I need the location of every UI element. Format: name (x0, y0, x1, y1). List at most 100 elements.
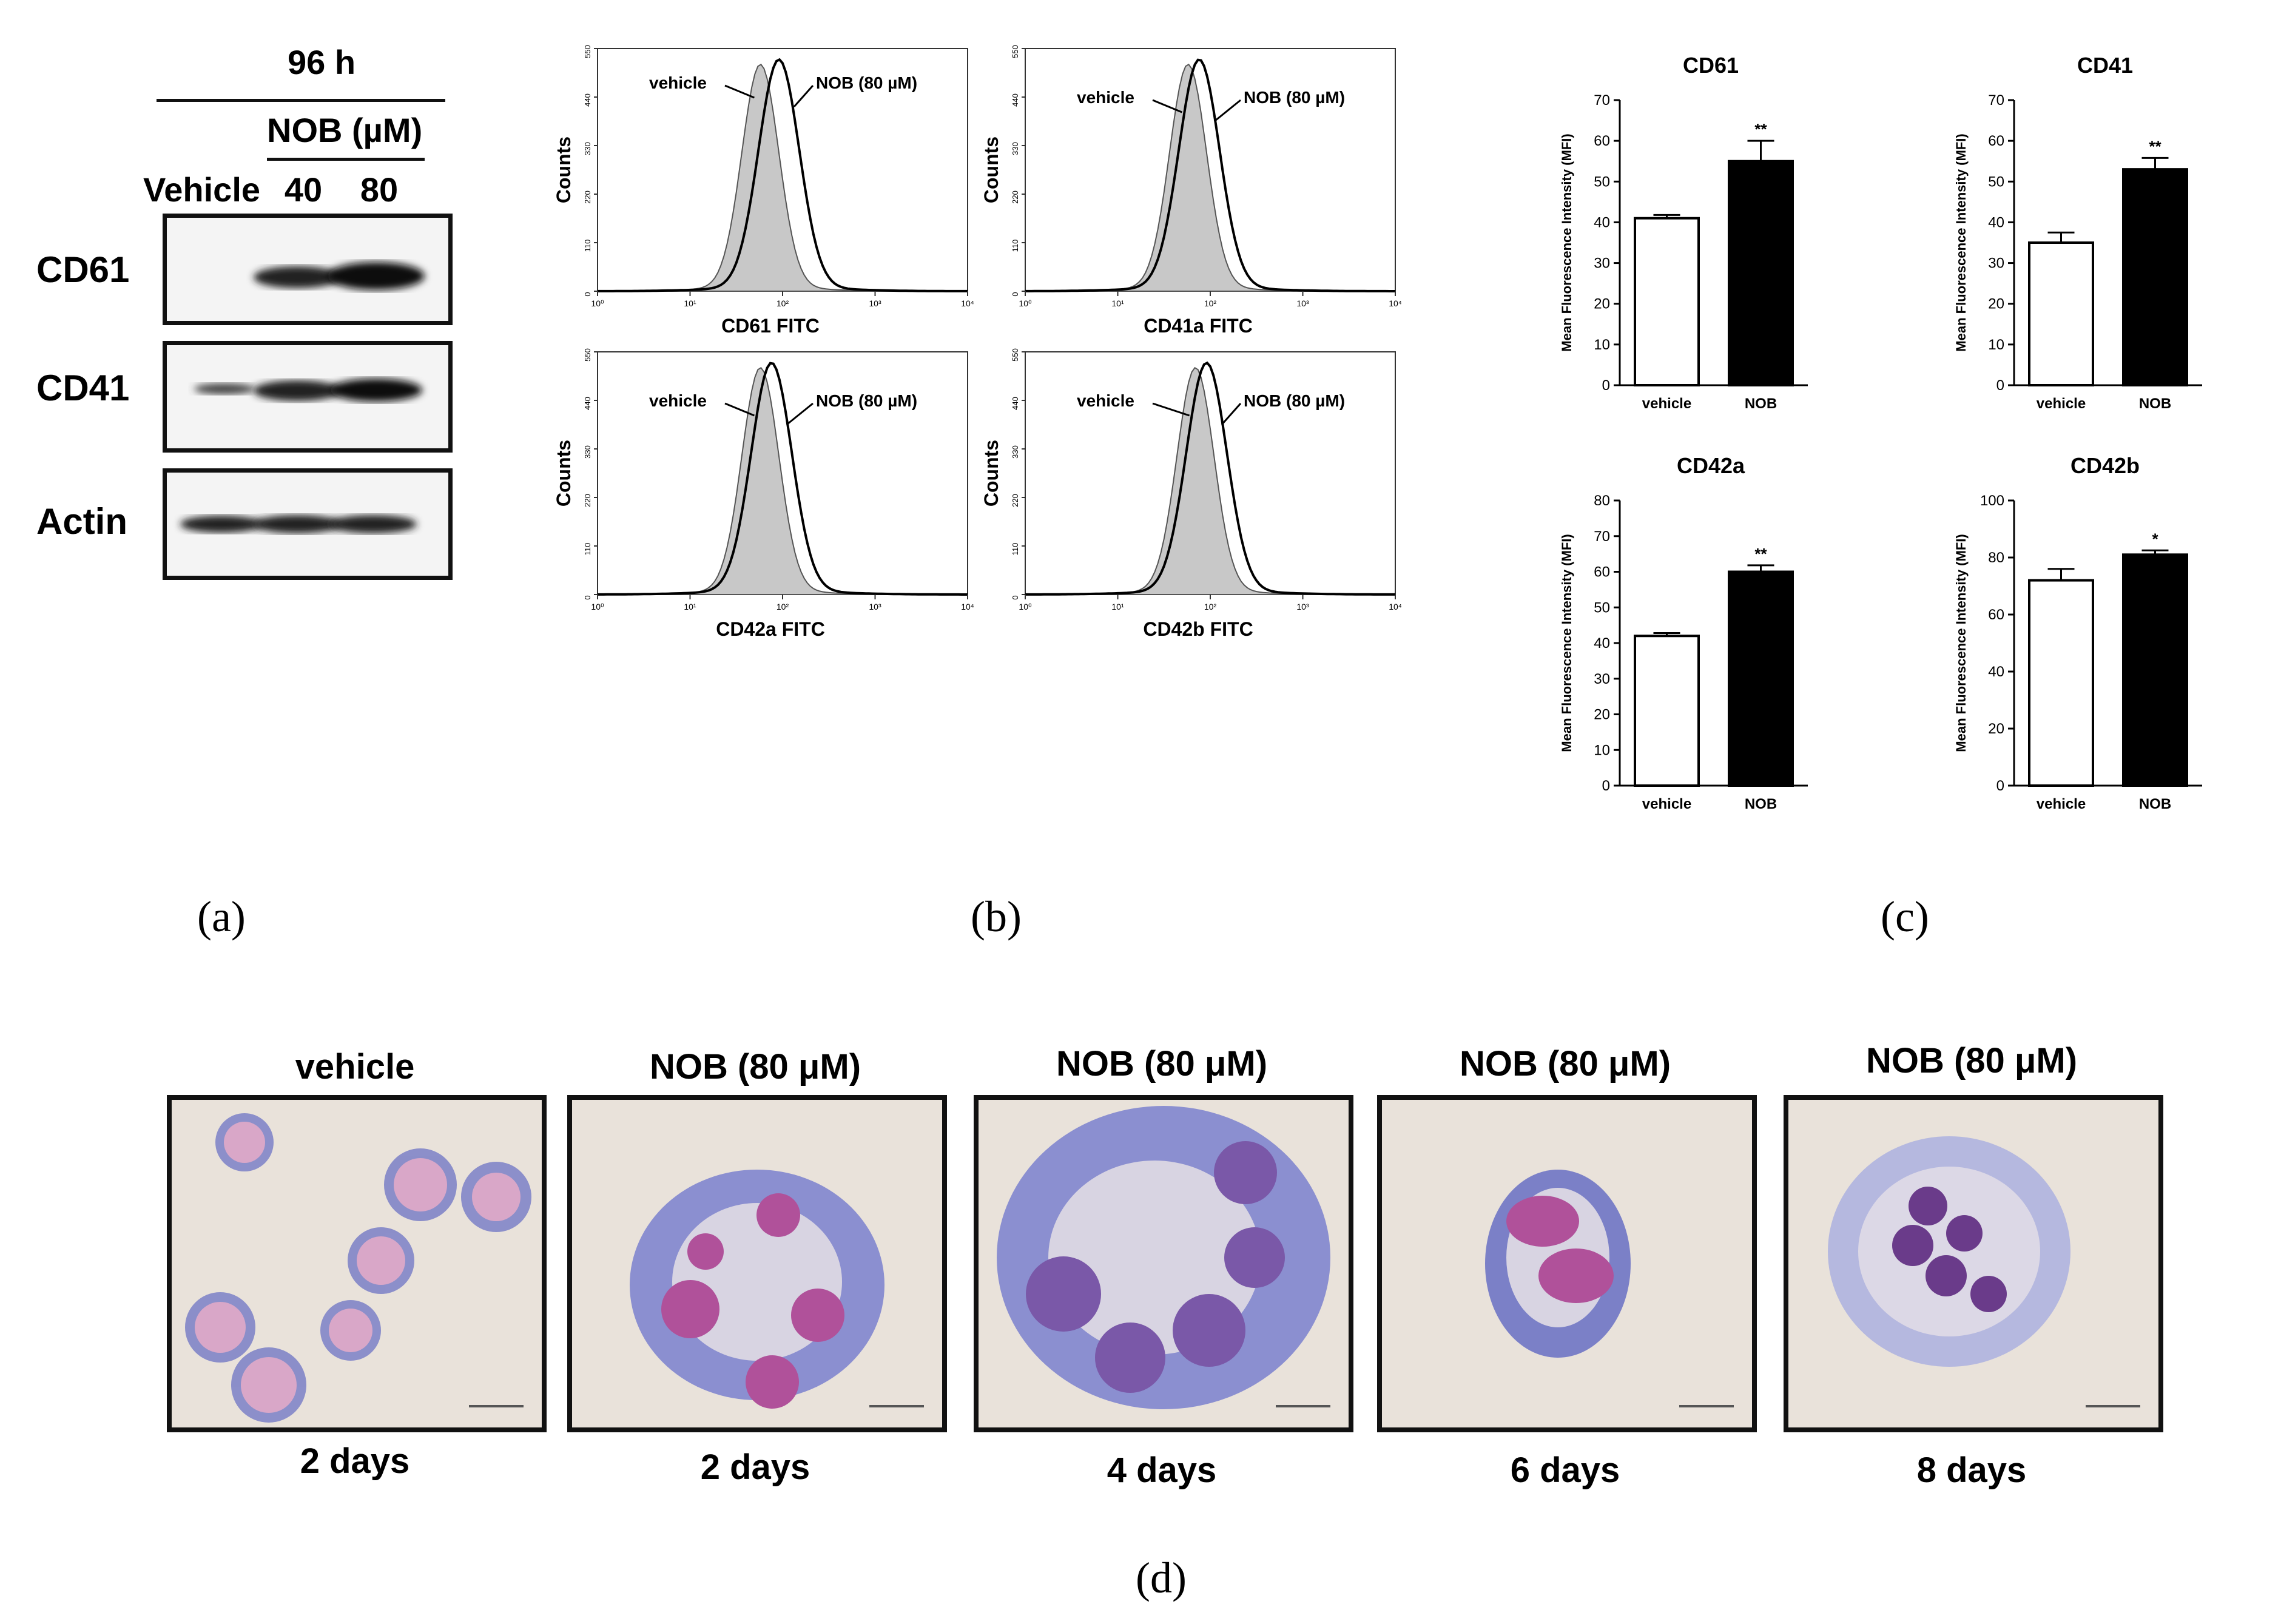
y-tick-label: 30 (1594, 255, 1610, 272)
y-axis-label: Counts (980, 136, 1002, 203)
y-tick-label: 20 (1594, 707, 1610, 723)
x-tick-label: 10⁴ (1389, 298, 1402, 308)
x-tick-label: 10³ (1296, 298, 1309, 308)
x-tick-label: 10⁰ (591, 298, 604, 308)
nob-label: NOB (80 µM) (1244, 391, 1345, 410)
panel-label-b: (b) (971, 892, 1022, 941)
y-tick-label: 50 (1594, 599, 1610, 616)
bar-vehicle (1634, 217, 1700, 386)
micrograph-title-5: NOB (80 μM) (1865, 1041, 2078, 1080)
y-tick-label: 40 (1594, 214, 1610, 231)
flow-histogram-1: 0 110 220 330 440 550 10⁰ 10¹ 10² 10³ 10⁴ Counts CD6… (553, 45, 974, 337)
x-tick-label: vehicle (1642, 796, 1691, 812)
y-tick-label: 330 (1011, 445, 1020, 459)
band-actin-vehicle (180, 516, 263, 533)
band-cd61-40 (254, 266, 341, 288)
x-tick-label: vehicle (2037, 796, 2086, 812)
x-tick-label: 10¹ (684, 602, 696, 612)
y-tick-label: 0 (1011, 595, 1020, 599)
x-tick-label: 10² (777, 298, 789, 308)
x-tick-label: NOB (1745, 396, 1777, 412)
x-axis-label: CD42a FITC (716, 618, 825, 640)
time-label: 96 h (287, 43, 356, 81)
y-tick-label: 60 (1594, 564, 1610, 581)
row-label-cd41: CD41 (36, 368, 130, 408)
panel-b-flow-histograms: 0 110 220 330 440 550 10⁰ 10¹ 10² 10³ 10⁴ Counts CD6… (553, 45, 1402, 640)
y-tick-label: 40 (1988, 664, 2004, 680)
y-tick-label: 80 (1988, 550, 2004, 566)
nob-arrow (1213, 99, 1241, 123)
micrograph-1 (167, 1095, 547, 1432)
blot-cd61-bands (254, 262, 425, 290)
nob-histogram (1025, 58, 1395, 292)
flow-histogram-2: 0 110 220 330 440 550 10⁰ 10¹ 10² 10³ 10⁴ Counts CD4… (980, 45, 1402, 337)
y-tick-label: 330 (583, 142, 592, 155)
row-label-actin: Actin (36, 501, 127, 542)
y-axis-label: Counts (553, 440, 574, 507)
y-tick-label: 80 (1594, 493, 1610, 509)
y-tick-label: 220 (1011, 494, 1020, 507)
y-tick-label: 70 (1594, 92, 1610, 109)
y-tick-label: 0 (1996, 778, 2004, 794)
y-tick-label: 440 (583, 93, 592, 107)
x-axis-label: CD61 FITC (721, 315, 820, 337)
lane-label-80: 80 (360, 170, 399, 209)
y-tick-label: 330 (583, 445, 592, 459)
bar-NOB (2122, 553, 2188, 787)
micrograph-5-cells (1828, 1136, 2140, 1407)
vehicle-label: vehicle (649, 391, 707, 410)
y-tick-label: 100 (1980, 493, 2004, 509)
vehicle-arrow (724, 402, 755, 417)
y-tick-label: 550 (583, 348, 592, 362)
nob-histogram (1025, 361, 1395, 596)
vehicle-label: vehicle (1077, 88, 1134, 107)
micrograph-caption-1: 2 days (300, 1441, 410, 1481)
y-tick-label: 110 (1011, 543, 1020, 556)
y-tick-label: 60 (1988, 133, 2004, 149)
y-axis-label: Mean Fluorescence Intensity (MFI) (1559, 133, 1574, 351)
blot-cd41 (163, 341, 453, 453)
y-tick-label: 110 (1011, 240, 1020, 252)
treatment-label: NOB (µM) (267, 111, 423, 149)
y-tick-label: 40 (1988, 214, 2004, 231)
y-tick-label: 30 (1594, 671, 1610, 687)
y-tick-label: 0 (583, 292, 592, 296)
vehicle-arrow (724, 84, 755, 99)
panel-label-a: (a) (197, 892, 246, 941)
micrograph-4 (1377, 1095, 1757, 1432)
y-tick-label: 220 (583, 190, 592, 204)
panel-c-bar-charts: CD61 0 10 20 30 40 50 60 70 Mean Fluorescence Int… (1559, 53, 2202, 812)
micrograph-3 (974, 1095, 1353, 1432)
y-axis-label: Counts (980, 440, 1002, 507)
band-cd61-80 (328, 262, 425, 290)
chart-title: CD41 (2077, 53, 2133, 78)
x-tick-label: vehicle (1642, 396, 1691, 412)
y-tick-label: 440 (1011, 93, 1020, 107)
x-tick-label: 10⁴ (961, 298, 974, 308)
x-tick-label: 10¹ (684, 298, 696, 308)
blot-cd61 (163, 214, 453, 325)
y-tick-label: 50 (1988, 174, 2004, 190)
y-tick-label: 20 (1988, 296, 2004, 312)
band-cd41-vehicle (194, 383, 255, 394)
chart-title: CD61 (1683, 53, 1739, 78)
x-tick-label: 10² (1204, 602, 1217, 612)
y-axis-label: Mean Fluorescence Intensity (MFI) (1953, 534, 1969, 752)
y-tick-label: 220 (583, 494, 592, 507)
lane-label-40: 40 (284, 170, 323, 209)
panel-label-c: (c) (1881, 892, 1929, 941)
micrograph-caption-5: 8 days (1916, 1450, 2027, 1490)
x-axis-label: CD42b FITC (1143, 618, 1253, 640)
chart-title: CD42b (2070, 453, 2140, 478)
x-tick-label: NOB (2139, 796, 2171, 812)
nob-arrow (1221, 403, 1242, 425)
treatment-divider (267, 158, 425, 161)
time-divider (157, 99, 445, 102)
x-tick-label: 10³ (869, 602, 881, 612)
significance-marker: ** (1754, 120, 1767, 138)
bar-chart-2: CD41 0 10 20 30 40 50 60 70 Mean Fluorescence Int… (1953, 53, 2202, 412)
bar-vehicle (2028, 241, 2094, 386)
x-tick-label: 10³ (1296, 602, 1309, 612)
vehicle-arrow (1152, 99, 1182, 113)
band-cd41-80 (330, 379, 422, 402)
